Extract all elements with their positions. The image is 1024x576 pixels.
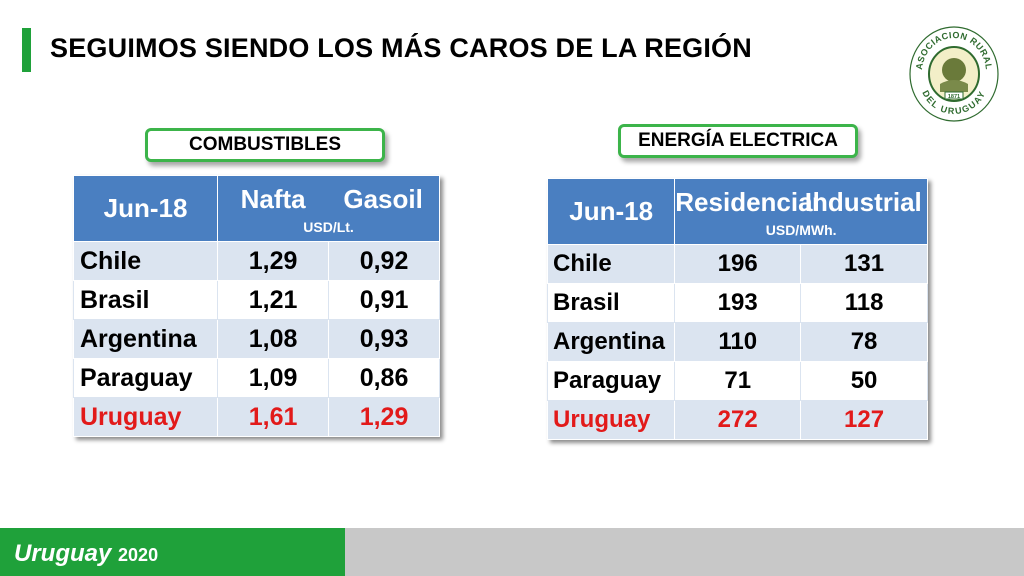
value-cell: 0,91 bbox=[328, 280, 440, 320]
country-cell: Chile bbox=[546, 244, 676, 284]
footer-year: 2020 bbox=[118, 545, 159, 565]
col-header-gasoil: Gasoil bbox=[343, 184, 423, 214]
value-cell: 272 bbox=[674, 400, 802, 440]
value-cell: 1,09 bbox=[217, 358, 330, 398]
value-cell: 1,21 bbox=[217, 280, 330, 320]
table-row-highlight: Uruguay 1,61 1,29 bbox=[72, 397, 440, 437]
footer-text: Uruguay bbox=[14, 540, 112, 567]
value-cell: 196 bbox=[674, 244, 802, 284]
table-row: Chile 1,29 0,92 bbox=[72, 241, 440, 281]
footer-green-band bbox=[0, 528, 345, 576]
value-cell: 131 bbox=[800, 244, 928, 284]
col-header-industrial: Industrial bbox=[804, 187, 922, 217]
value-cell: 118 bbox=[800, 283, 928, 323]
footer-brand: Uruguay 2020 bbox=[14, 540, 158, 568]
page-title: SEGUIMOS SIENDO LOS MÁS CAROS DE LA REGI… bbox=[50, 33, 752, 63]
svg-text:1871: 1871 bbox=[948, 94, 960, 100]
value-cell: 1,29 bbox=[217, 241, 330, 281]
title-accent-bar bbox=[22, 28, 31, 72]
col-header-residencial: Residencial bbox=[675, 187, 820, 217]
value-cell: 0,86 bbox=[328, 358, 440, 398]
table-row: Paraguay 1,09 0,86 bbox=[72, 358, 440, 398]
value-cell: 78 bbox=[800, 322, 928, 362]
value-cell: 127 bbox=[800, 400, 928, 440]
value-cell: 0,93 bbox=[328, 319, 440, 359]
asociacion-rural-logo: 1871 ASOCIACION RURAL DEL URUGUAY bbox=[909, 26, 999, 122]
corner-header: Jun-18 bbox=[546, 178, 676, 245]
value-cell: 0,92 bbox=[328, 241, 440, 281]
corner-header: Jun-18 bbox=[72, 175, 219, 242]
country-cell: Paraguay bbox=[546, 361, 676, 401]
value-cell: 1,29 bbox=[328, 397, 440, 437]
combustibles-label: COMBUSTIBLES bbox=[145, 128, 385, 162]
country-cell: Argentina bbox=[546, 322, 676, 362]
energia-table: Jun-18 Residencial Industrial USD/MWh. C… bbox=[546, 178, 928, 440]
combustibles-table: Jun-18 Nafta Gasoil USD/Lt. Chile 1,29 0… bbox=[72, 175, 440, 437]
unit-label: USD/Lt. bbox=[303, 219, 354, 235]
value-cell: 50 bbox=[800, 361, 928, 401]
table-row: Chile 196 131 bbox=[546, 244, 928, 284]
value-cell: 1,61 bbox=[217, 397, 330, 437]
column-headers: Residencial Industrial USD/MWh. bbox=[674, 178, 928, 245]
value-cell: 193 bbox=[674, 283, 802, 323]
energia-label: ENERGÍA ELECTRICA bbox=[618, 124, 858, 158]
table-row: Argentina 110 78 bbox=[546, 322, 928, 362]
table-row-highlight: Uruguay 272 127 bbox=[546, 400, 928, 440]
country-cell: Uruguay bbox=[546, 400, 676, 440]
country-cell: Paraguay bbox=[72, 358, 219, 398]
value-cell: 71 bbox=[674, 361, 802, 401]
value-cell: 1,08 bbox=[217, 319, 330, 359]
table-row: Argentina 1,08 0,93 bbox=[72, 319, 440, 359]
country-cell: Brasil bbox=[72, 280, 219, 320]
table-row: Brasil 1,21 0,91 bbox=[72, 280, 440, 320]
country-cell: Brasil bbox=[546, 283, 676, 323]
table-row: Paraguay 71 50 bbox=[546, 361, 928, 401]
footer-grey-band bbox=[345, 528, 1024, 576]
country-cell: Chile bbox=[72, 241, 219, 281]
table-row: Brasil 193 118 bbox=[546, 283, 928, 323]
country-cell: Argentina bbox=[72, 319, 219, 359]
value-cell: 110 bbox=[674, 322, 802, 362]
col-header-nafta: Nafta bbox=[240, 184, 306, 214]
unit-label: USD/MWh. bbox=[765, 222, 837, 238]
country-cell: Uruguay bbox=[72, 397, 219, 437]
column-headers: Nafta Gasoil USD/Lt. bbox=[217, 175, 440, 242]
